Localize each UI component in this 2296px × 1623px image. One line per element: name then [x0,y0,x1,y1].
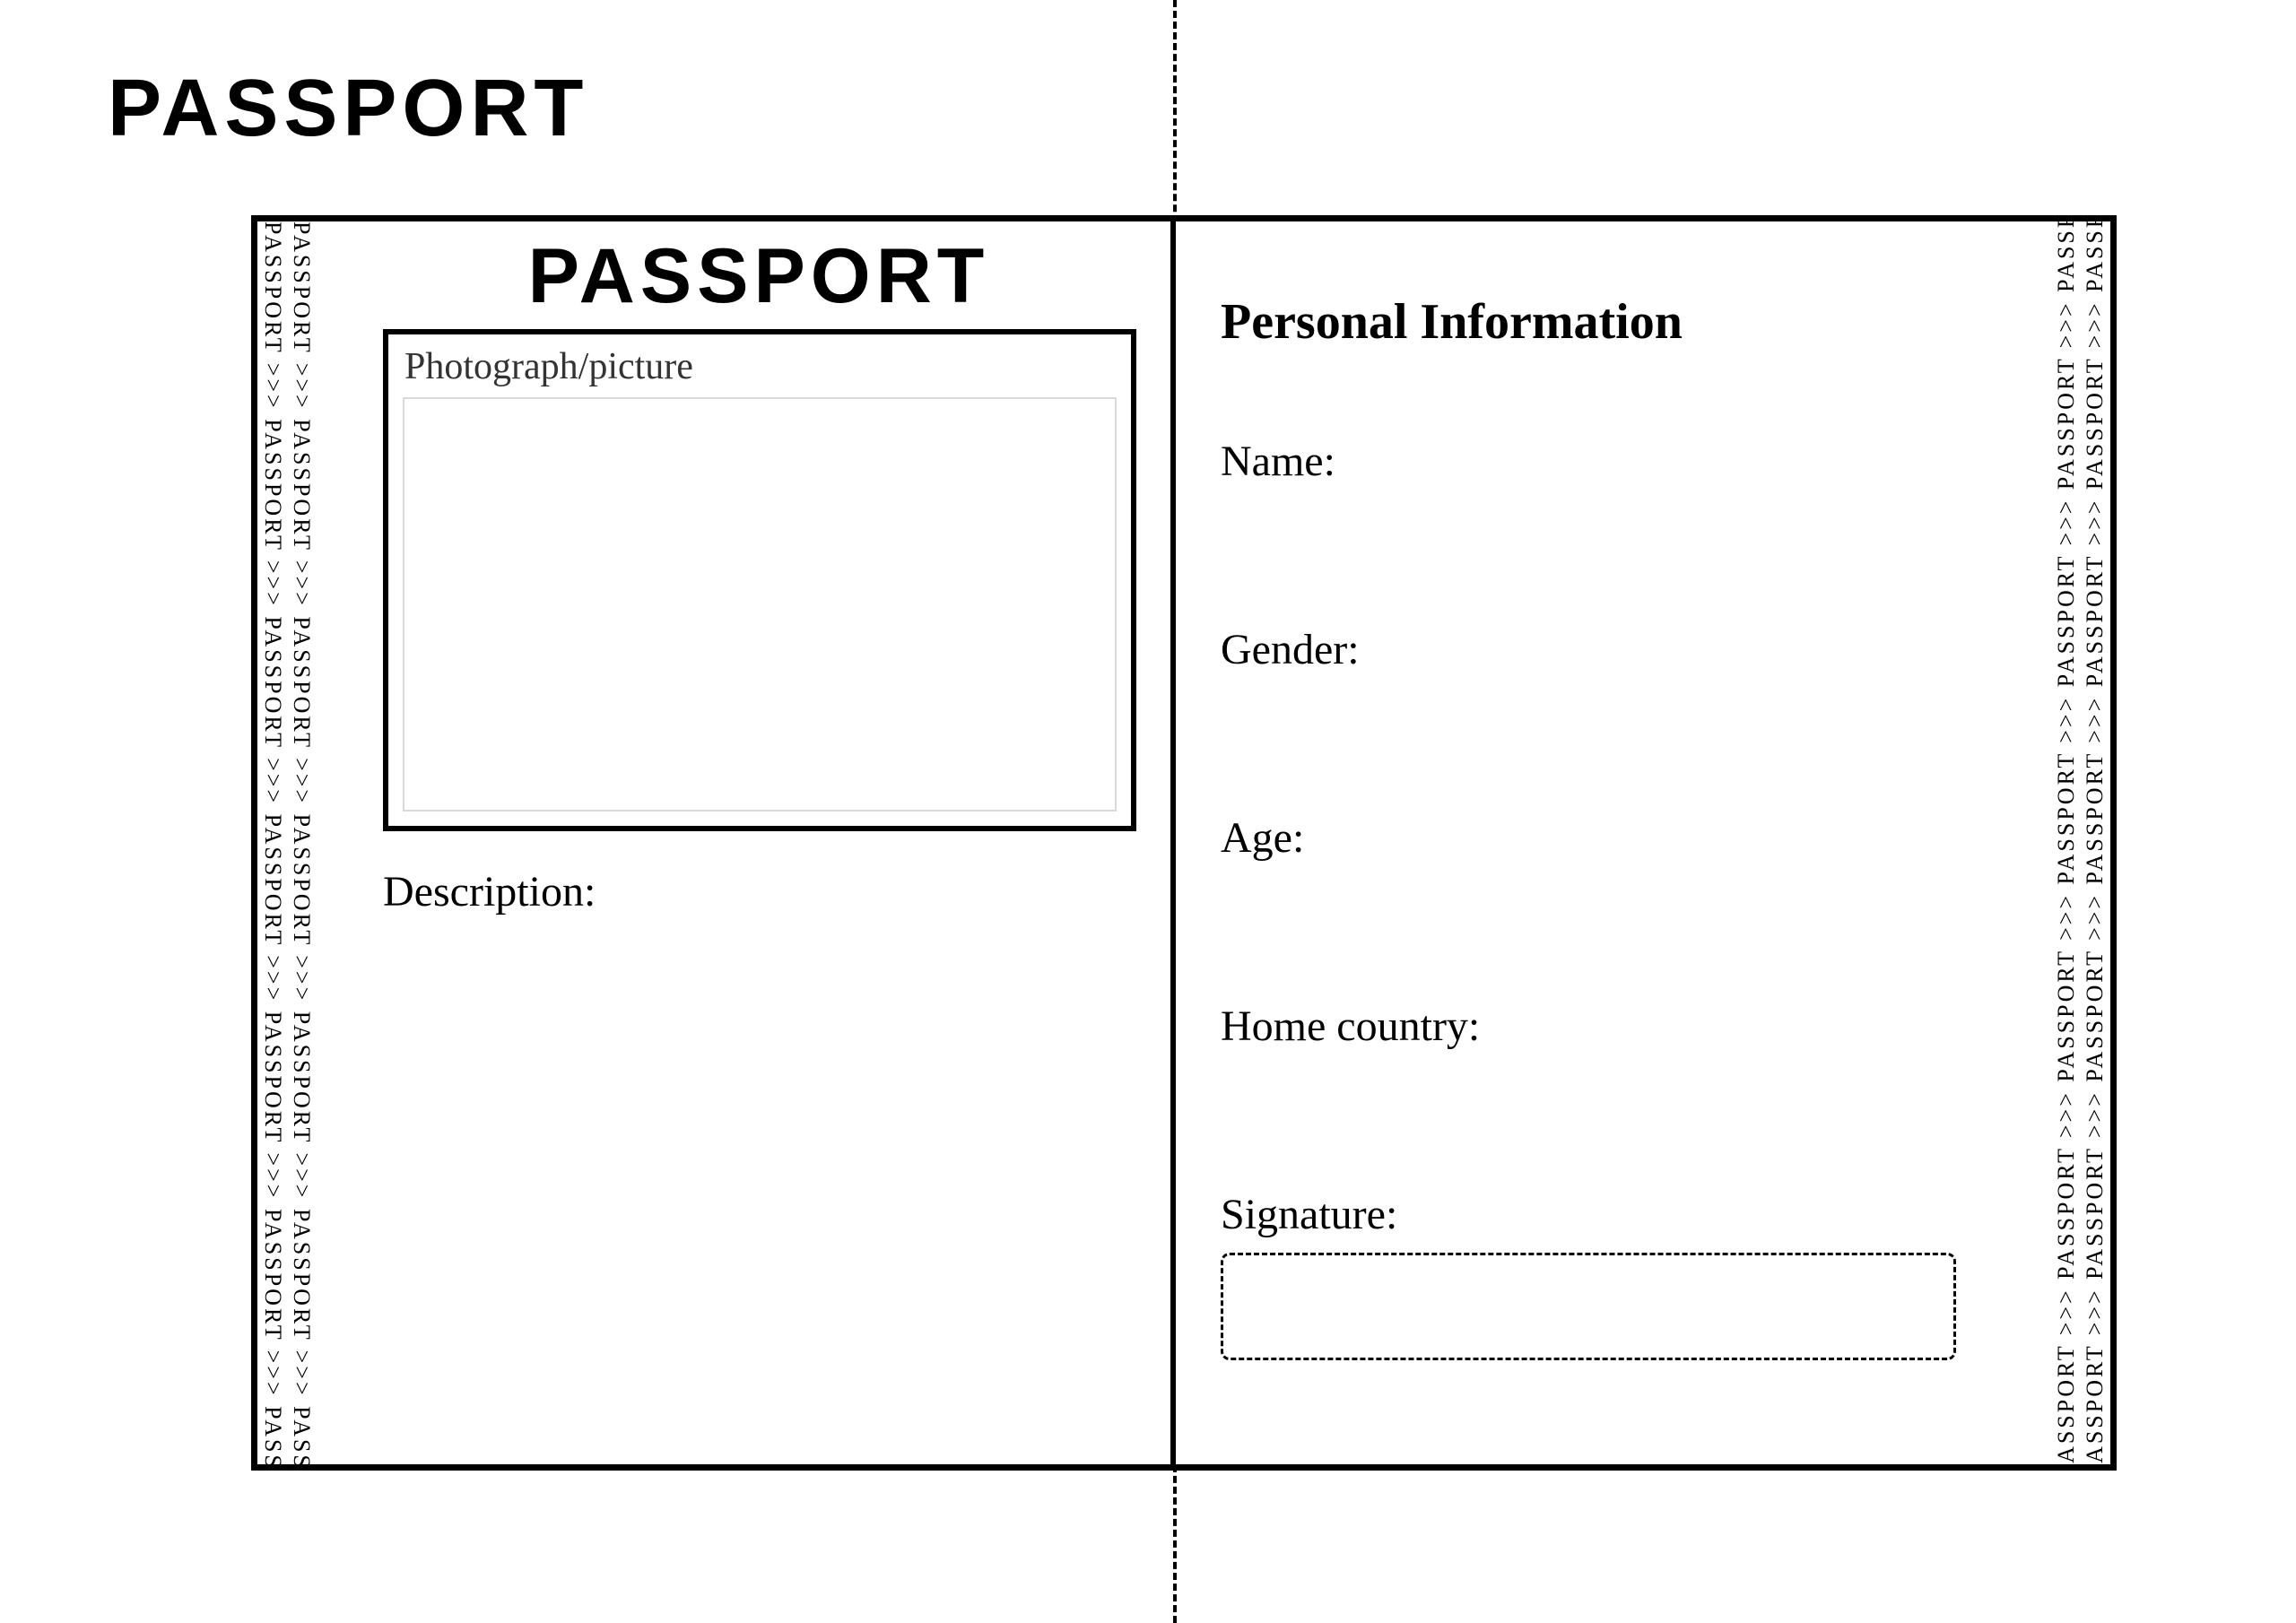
signature-box [1221,1253,1956,1360]
photo-box-label: Photograph/picture [404,345,1115,388]
left-border-text-1: PASSPORT >>> PASSPORT >>> PASSPORT >>> P… [259,221,286,1464]
right-border-text-2: PASSPORT >>> PASSPORT >>> PASSPORT >>> P… [2082,221,2109,1464]
border-text-run: PASSPORT >>> PASSPORT >>> PASSPORT >>> P… [259,221,286,1464]
field-signature-label: Signature: [1221,1190,1397,1239]
description-label: Description: [383,867,596,916]
field-name-label: Name: [1221,437,1335,486]
passport-title: PASSPORT [383,232,1135,321]
field-home-country-label: Home country: [1221,1002,1480,1051]
border-text-run: PASSPORT >>> PASSPORT >>> PASSPORT >>> P… [2082,221,2109,1464]
personal-info-heading: Personal Information [1221,293,1683,351]
booklet-left-page: PASSPORT >>> PASSPORT >>> PASSPORT >>> P… [257,221,1170,1464]
outer-title: PASSPORT [108,63,588,155]
page-root: PASSPORT PASSPORT >>> PASSPORT >>> PASSP… [0,0,2296,1623]
right-border-text-1: PASSPORT >>> PASSPORT >>> PASSPORT >>> P… [2053,221,2080,1464]
field-gender-label: Gender: [1221,625,1360,674]
passport-booklet: PASSPORT >>> PASSPORT >>> PASSPORT >>> P… [251,215,2117,1471]
left-border-text-2: PASSPORT >>> PASSPORT >>> PASSPORT >>> P… [288,221,315,1464]
booklet-right-page: Personal Information Name: Gender: Age: … [1176,221,2110,1464]
border-text-run: PASSPORT >>> PASSPORT >>> PASSPORT >>> P… [288,221,315,1464]
border-text-run: PASSPORT >>> PASSPORT >>> PASSPORT >>> P… [2053,221,2080,1464]
field-age-label: Age: [1221,813,1304,863]
photo-inner-frame [403,397,1117,812]
photo-box: Photograph/picture [383,329,1136,831]
